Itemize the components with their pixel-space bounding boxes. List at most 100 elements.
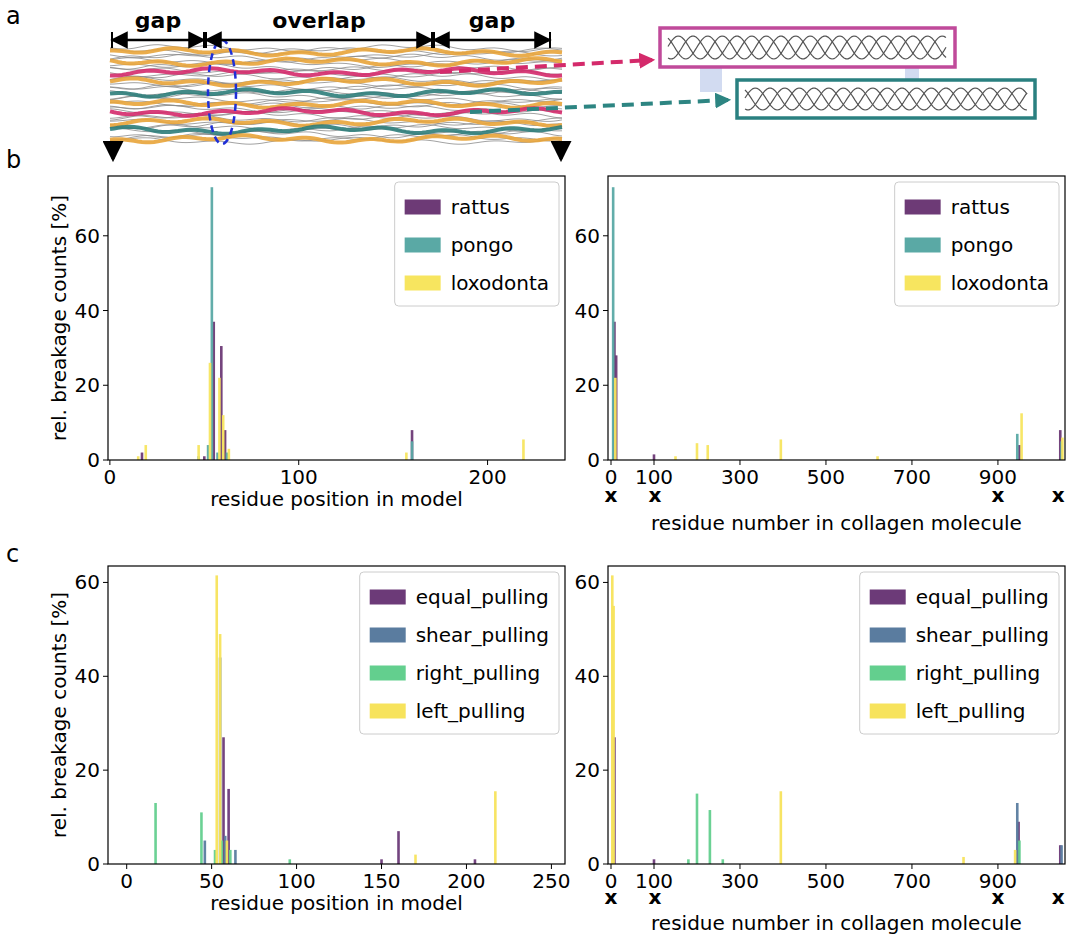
helix-strand bbox=[668, 36, 946, 59]
span-label: overlap bbox=[272, 8, 365, 33]
x-tick-label: 150 bbox=[362, 869, 400, 893]
y-tick bbox=[103, 582, 108, 583]
legend-label: left_pulling bbox=[416, 699, 526, 723]
bar bbox=[197, 445, 200, 460]
bar bbox=[653, 454, 656, 460]
molecule-box bbox=[660, 28, 955, 67]
legend-swatch bbox=[870, 590, 906, 605]
site-marker: x bbox=[605, 483, 618, 507]
chart: 0501001502002500204060residue position i… bbox=[47, 566, 571, 915]
bar bbox=[780, 439, 783, 460]
legend-label: loxodonta bbox=[451, 271, 549, 295]
bar bbox=[141, 453, 144, 460]
panel-letter: a bbox=[6, 2, 21, 30]
bar bbox=[226, 841, 229, 864]
x-tick-label: 200 bbox=[468, 465, 506, 489]
bar bbox=[288, 859, 291, 864]
figure: abcgapoverlapgap01002000204060residue po… bbox=[0, 0, 1083, 940]
bar bbox=[397, 831, 400, 864]
bar bbox=[411, 441, 414, 460]
legend-swatch bbox=[370, 666, 406, 681]
legend-label: shear_pulling bbox=[916, 623, 1049, 647]
legend-label: rattus bbox=[451, 195, 510, 219]
y-tick bbox=[603, 310, 608, 311]
bar bbox=[234, 850, 237, 864]
span-label: gap bbox=[469, 8, 515, 33]
y-tick bbox=[103, 460, 108, 461]
legend-box bbox=[360, 572, 559, 734]
bar bbox=[414, 855, 417, 864]
x-axis-title: residue number in collagen molecule bbox=[651, 911, 1022, 935]
span-tick bbox=[203, 32, 205, 48]
bar bbox=[494, 791, 497, 864]
y-tick-label: 60 bbox=[75, 570, 100, 594]
x-tick-label: 200 bbox=[447, 869, 485, 893]
legend-box bbox=[395, 182, 559, 306]
legend: equal_pullingshear_pullingright_pullingl… bbox=[860, 572, 1059, 734]
legend-swatch bbox=[405, 238, 441, 253]
span-arrow bbox=[434, 39, 550, 42]
y-tick-label: 20 bbox=[575, 758, 600, 782]
bar bbox=[1018, 841, 1021, 864]
span-tick bbox=[431, 32, 433, 48]
bar bbox=[215, 575, 218, 864]
y-tick bbox=[603, 770, 608, 771]
bar bbox=[411, 430, 414, 460]
y-tick bbox=[103, 235, 108, 236]
legend-swatch bbox=[405, 200, 441, 215]
legend-swatch bbox=[905, 200, 941, 215]
strand-band bbox=[110, 58, 562, 66]
helix-strand bbox=[745, 88, 1027, 110]
bar bbox=[1020, 413, 1023, 460]
bar bbox=[612, 606, 615, 864]
y-tick bbox=[103, 676, 108, 677]
chart: 01003005007009000204060xxxxresidue numbe… bbox=[575, 176, 1065, 535]
guide-arrow bbox=[112, 146, 115, 160]
y-tick bbox=[103, 310, 108, 311]
legend-label: loxodonta bbox=[951, 271, 1049, 295]
bar bbox=[405, 453, 408, 460]
y-tick bbox=[103, 864, 108, 865]
y-tick-label: 20 bbox=[75, 373, 100, 397]
bar bbox=[1061, 438, 1064, 460]
bar bbox=[709, 810, 712, 864]
y-tick-label: 40 bbox=[75, 664, 100, 688]
y-tick bbox=[603, 385, 608, 386]
span-tick bbox=[549, 32, 551, 48]
dashed-arrow bbox=[440, 60, 652, 72]
y-tick-label: 60 bbox=[75, 224, 100, 248]
x-tick-label: 300 bbox=[721, 869, 759, 893]
panel-letter: c bbox=[6, 540, 19, 568]
legend-swatch bbox=[870, 628, 906, 643]
y-tick-label: 0 bbox=[87, 852, 100, 876]
legend-swatch bbox=[870, 704, 906, 719]
span-label: gap bbox=[135, 8, 181, 33]
plot-frame bbox=[108, 566, 565, 864]
bar bbox=[653, 859, 656, 864]
site-marker: x bbox=[605, 885, 618, 909]
legend-label: pongo bbox=[951, 233, 1014, 257]
bar bbox=[1060, 845, 1063, 864]
legend-label: right_pulling bbox=[416, 661, 540, 685]
strand-band bbox=[110, 48, 562, 56]
x-tick-label: 500 bbox=[807, 465, 845, 489]
legend-swatch bbox=[405, 276, 441, 291]
legend-box bbox=[860, 572, 1059, 734]
bar bbox=[144, 445, 147, 460]
molecule-box bbox=[737, 80, 1035, 118]
bar bbox=[474, 859, 477, 864]
legend-swatch bbox=[870, 666, 906, 681]
site-marker: x bbox=[991, 483, 1004, 507]
span-arrow bbox=[206, 39, 432, 42]
bar bbox=[1014, 850, 1017, 864]
legend-label: shear_pulling bbox=[416, 623, 549, 647]
bar bbox=[696, 794, 699, 864]
y-tick-label: 0 bbox=[587, 852, 600, 876]
legend-label: equal_pulling bbox=[416, 585, 549, 609]
span-tick bbox=[433, 32, 435, 48]
legend-label: right_pulling bbox=[916, 661, 1040, 685]
site-marker: x bbox=[991, 885, 1004, 909]
x-tick-label: 300 bbox=[721, 465, 759, 489]
y-tick bbox=[603, 235, 608, 236]
x-tick-label: 700 bbox=[893, 869, 931, 893]
